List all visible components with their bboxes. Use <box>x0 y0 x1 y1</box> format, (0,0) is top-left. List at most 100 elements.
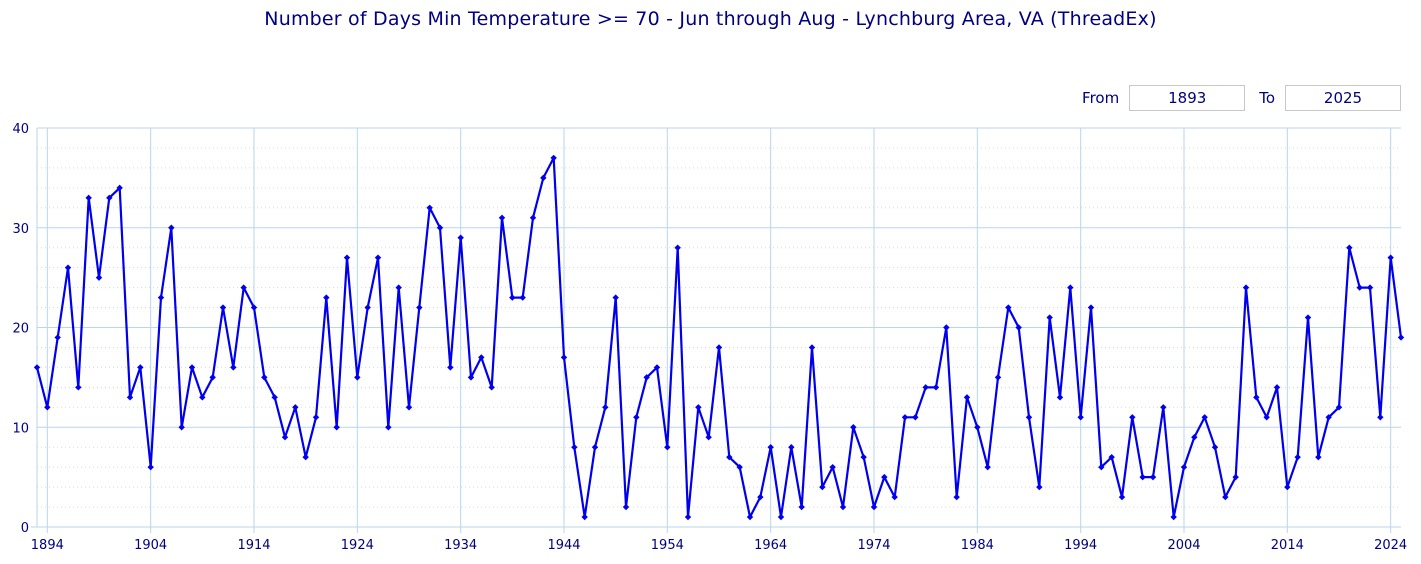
x-tick-label: 1964 <box>754 538 787 553</box>
data-point <box>684 513 692 521</box>
y-tick-label: 0 <box>21 521 29 536</box>
data-point <box>1356 284 1363 291</box>
data-point <box>705 434 712 441</box>
data-point <box>1129 414 1136 421</box>
data-point <box>767 444 774 451</box>
data-point <box>1139 473 1146 481</box>
data-point <box>746 513 754 521</box>
y-tick-label: 20 <box>12 322 29 337</box>
to-year-input[interactable]: 2025 <box>1285 85 1401 111</box>
data-point <box>1170 513 1177 521</box>
data-point <box>1232 473 1239 481</box>
data-point <box>509 294 516 301</box>
x-tick-label: 1894 <box>31 538 64 553</box>
data-point <box>1294 453 1301 461</box>
data-point <box>550 154 557 162</box>
y-tick-label: 40 <box>12 122 29 137</box>
data-point <box>75 384 82 391</box>
data-point <box>478 354 485 361</box>
data-point <box>292 404 299 411</box>
data-point <box>85 194 92 202</box>
data-point <box>860 453 867 461</box>
data-point <box>1015 324 1022 331</box>
x-tick-label: 1994 <box>1064 538 1097 553</box>
x-tick-label: 1944 <box>547 538 580 553</box>
data-point <box>715 344 723 351</box>
x-tick-label: 1924 <box>341 538 374 553</box>
data-point <box>126 394 134 401</box>
data-point <box>891 493 898 501</box>
data-point <box>839 503 847 511</box>
data-point <box>602 404 609 411</box>
data-point <box>395 284 402 291</box>
data-point <box>178 424 185 431</box>
data-point <box>612 294 619 301</box>
data-point <box>1077 414 1084 421</box>
data-point <box>106 194 113 202</box>
data-point <box>819 483 826 491</box>
x-tick-label: 2004 <box>1167 538 1200 553</box>
data-point <box>674 244 681 251</box>
data-point <box>137 364 144 371</box>
data-point <box>416 304 423 311</box>
from-label: From <box>1082 89 1120 107</box>
to-label: To <box>1259 89 1275 107</box>
data-point <box>808 344 816 351</box>
data-point <box>467 374 475 381</box>
data-point <box>230 364 237 371</box>
data-point <box>622 503 630 511</box>
data-point <box>1025 414 1033 421</box>
x-tick-label: 2014 <box>1271 538 1304 553</box>
data-point <box>188 364 196 371</box>
data-point <box>374 254 382 261</box>
data-point <box>922 384 929 391</box>
data-point <box>581 513 588 521</box>
year-range-controls: From 1893 To 2025 <box>1082 85 1401 111</box>
data-point <box>44 404 51 411</box>
data-point <box>168 224 175 231</box>
y-tick-label: 10 <box>12 421 29 436</box>
data-point <box>281 434 289 441</box>
data-point <box>643 374 650 381</box>
data-point <box>540 174 547 182</box>
data-point <box>870 503 878 511</box>
data-point <box>498 214 506 221</box>
x-tick-label: 2024 <box>1374 538 1407 553</box>
data-point <box>994 374 1002 381</box>
from-year-input[interactable]: 1893 <box>1129 85 1246 111</box>
data-point <box>209 374 216 381</box>
data-point <box>1118 493 1126 501</box>
data-point <box>323 294 330 301</box>
data-point <box>943 324 950 331</box>
data-point <box>984 463 991 471</box>
data-point <box>64 264 72 271</box>
data-point <box>385 424 392 431</box>
data-point <box>116 184 123 192</box>
x-tick-label: 1954 <box>651 538 684 553</box>
x-tick-label: 1984 <box>961 538 994 553</box>
data-point <box>271 394 278 401</box>
data-point <box>312 414 320 421</box>
data-point <box>560 354 568 361</box>
data-point <box>757 493 764 501</box>
data-point <box>1067 284 1074 291</box>
data-point <box>354 374 361 381</box>
data-point <box>1387 254 1394 261</box>
data-point <box>932 384 940 391</box>
data-point <box>519 294 526 301</box>
data-point <box>261 374 268 381</box>
data-point <box>1098 463 1105 471</box>
data-point <box>1242 284 1250 291</box>
x-tick-label: 1974 <box>857 538 890 553</box>
data-point <box>426 204 433 211</box>
data-point <box>1397 334 1405 341</box>
data-point <box>457 234 464 241</box>
data-point <box>199 394 206 401</box>
data-point <box>1201 414 1208 421</box>
data-point <box>219 304 227 311</box>
data-point <box>405 404 413 411</box>
data-point <box>1304 314 1312 321</box>
data-point <box>1366 284 1374 291</box>
data-point <box>953 493 960 501</box>
